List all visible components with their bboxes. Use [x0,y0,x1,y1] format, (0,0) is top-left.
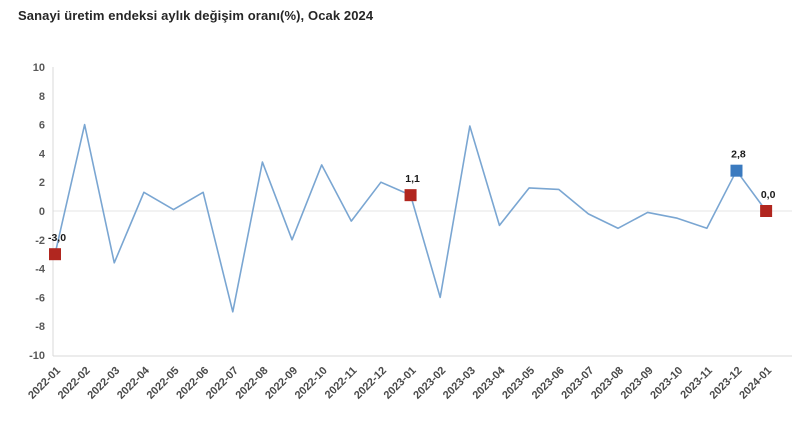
x-axis-tick-label: 2024-01 [737,365,774,402]
x-axis-tick-label: 2022-10 [293,365,330,402]
y-axis-tick-label: -8 [35,321,45,333]
point-value-label: 2,8 [731,149,746,161]
highlight-marker [730,164,743,177]
point-value-label: 1,1 [405,173,420,185]
point-value-label: -3,0 [48,232,66,244]
chart-title: Sanayi üretim endeksi aylık değişim oran… [18,8,374,23]
y-axis-tick-label: 8 [39,91,45,103]
y-axis-tick-label: 6 [39,120,45,132]
x-axis-tick-label: 2023-10 [648,365,685,402]
highlight-marker [760,205,773,217]
series-line [54,123,767,313]
y-axis-tick-label: -2 [35,235,45,247]
y-axis-tick-label: 0 [39,206,45,218]
point-value-label: 0,0 [761,189,776,201]
highlight-marker [49,248,61,261]
y-axis-tick-label: -6 [35,292,45,304]
y-axis-tick-label: -4 [35,264,46,276]
y-axis-tick-label: 2 [39,177,45,189]
y-axis-tick-label: 10 [33,62,45,74]
highlight-marker [404,189,417,202]
y-axis-tick-label: -10 [29,350,45,362]
y-axis-tick-label: 4 [39,148,46,160]
